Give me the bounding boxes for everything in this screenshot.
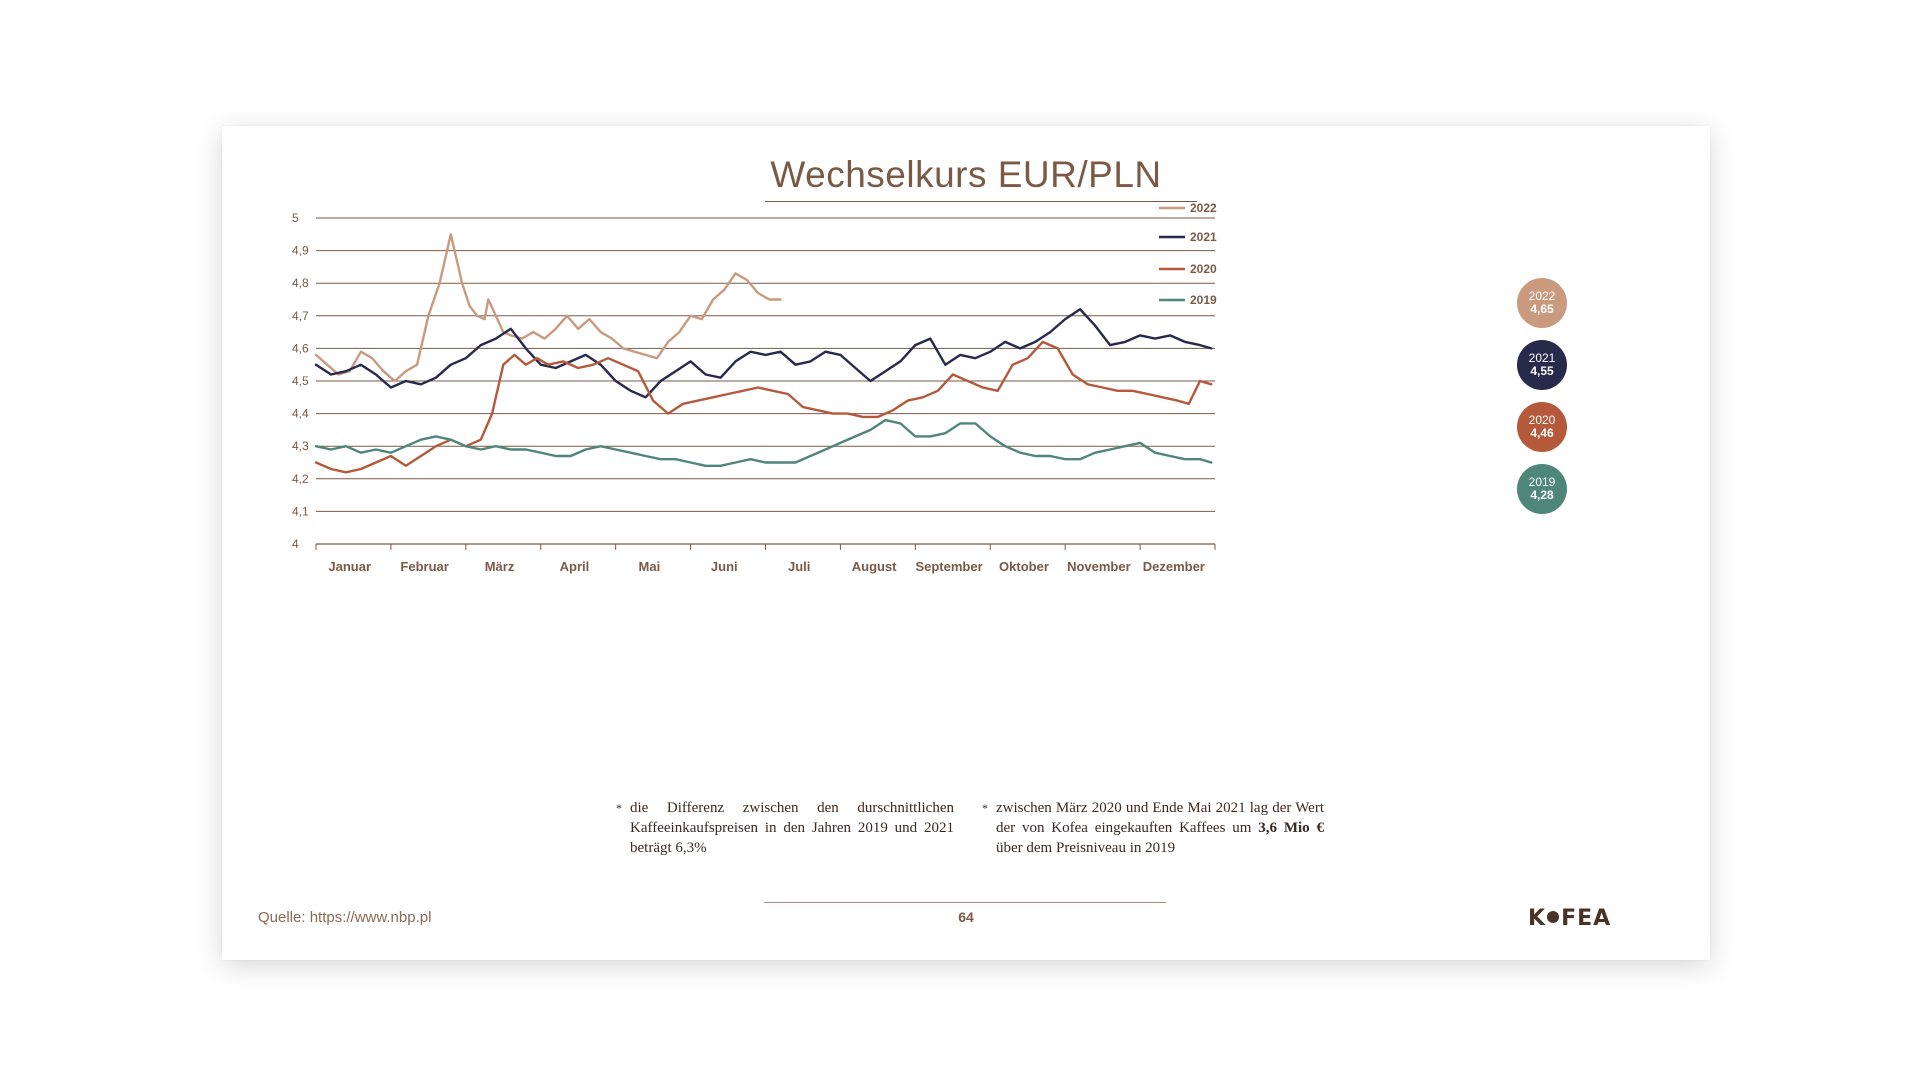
x-tick-label: November [1067, 559, 1131, 574]
badge-year: 2022 [1528, 288, 1556, 303]
y-tick-label: 4,8 [292, 276, 309, 290]
slide: Wechselkurs EUR/PLN 4 4,1 4,2 4,3 4,4 4,5 4,6 4… [222, 126, 1710, 960]
series-line-2021 [314, 308, 1213, 399]
logo-k: K [1528, 906, 1547, 931]
x-tick-label: Juni [711, 559, 738, 574]
chart-title: Wechselkurs EUR/PLN [770, 154, 1162, 195]
badge-2022: 2022 4,65 [1517, 278, 1567, 328]
footer-divider [764, 902, 1166, 903]
note-right-bold: 3,6 Mio € [1258, 820, 1324, 836]
legend-label-2019: 2019 [1190, 293, 1217, 307]
y-tick-label: 5 [292, 211, 299, 225]
badge-2020: 2020 4,46 [1517, 402, 1567, 452]
page-number: 64 [958, 909, 974, 925]
badge-value: 4,46 [1530, 426, 1554, 440]
asterisk-icon: * [616, 801, 622, 815]
asterisk-icon: * [982, 801, 988, 815]
x-tick-label: Mai [639, 559, 661, 574]
legend-label-2020: 2020 [1190, 262, 1217, 276]
x-tick-label: März [485, 559, 515, 574]
y-tick-label: 4,2 [292, 472, 309, 486]
y-tick-label: 4,4 [292, 407, 309, 421]
badge-year: 2020 [1528, 412, 1556, 427]
legend-label-2021: 2021 [1190, 230, 1217, 244]
source-credit: Quelle: https://www.nbp.pl [258, 909, 432, 926]
x-tick-label: Dezember [1143, 559, 1205, 574]
note-left: * die Differenz zwischen den durschnittl… [616, 798, 954, 858]
series-line-2020 [314, 340, 1213, 474]
y-tick-label: 4,1 [292, 504, 309, 518]
note-right-text-1: zwischen März 2020 und Ende Mai 2021 lag… [996, 800, 1324, 836]
badge-value: 4,65 [1530, 302, 1554, 316]
x-tick-label: April [560, 559, 590, 574]
badge-year: 2019 [1528, 474, 1556, 489]
title-underline [765, 201, 1197, 202]
badge-value: 4,55 [1530, 364, 1554, 378]
badge-2019: 2019 4,28 [1517, 464, 1567, 514]
series-line-2022 [314, 233, 782, 383]
x-tick-label: September [915, 559, 982, 574]
y-tick-label: 4,9 [292, 244, 309, 258]
x-tick-label: Januar [328, 559, 371, 574]
coffee-cup-icon [1547, 911, 1560, 923]
y-tick-label: 4,7 [292, 309, 309, 323]
note-right: * zwischen März 2020 und Ende Mai 2021 l… [982, 798, 1324, 858]
series-line-2019 [314, 418, 1213, 467]
y-tick-label: 4,6 [292, 341, 309, 355]
x-tick-label: Februar [400, 559, 448, 574]
legend-label-2022: 2022 [1190, 201, 1217, 215]
badge-year: 2021 [1528, 350, 1556, 365]
note-left-text: die Differenz zwischen den durschnittlic… [630, 800, 954, 856]
y-tick-label: 4,5 [292, 374, 309, 388]
badge-value: 4,28 [1530, 488, 1554, 502]
line-chart: 4 4,1 4,2 4,3 4,4 4,5 4,6 4,7 4,8 4,9 5 Januar Febru… [292, 201, 1217, 574]
x-tick-label: Juli [788, 559, 810, 574]
kofea-logo: K FEA [1528, 906, 1611, 931]
x-tick-label: August [852, 559, 897, 574]
note-right-text-2: über dem Preisniveau in 2019 [996, 840, 1176, 856]
y-tick-label: 4,3 [292, 439, 309, 453]
y-tick-label: 4 [292, 537, 299, 551]
badge-2021: 2021 4,55 [1517, 340, 1567, 390]
x-tick-label: Oktober [999, 559, 1049, 574]
logo-fea: FEA [1561, 906, 1612, 931]
